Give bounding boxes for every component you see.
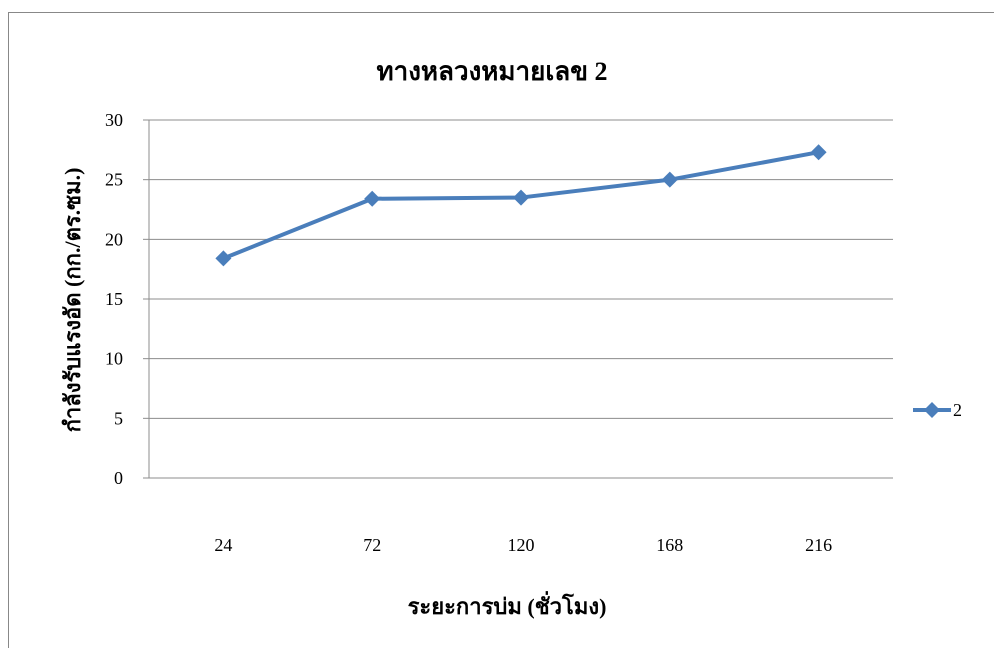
data-point	[215, 250, 232, 267]
y-tick-label: 20	[105, 229, 123, 249]
data-point	[364, 190, 381, 207]
legend-label: 2	[953, 400, 962, 420]
y-tick-label: 5	[114, 408, 123, 428]
data-point	[513, 189, 529, 206]
data-point	[661, 171, 678, 188]
chart-title: ทางหลวงหมายเลข 2	[376, 57, 607, 86]
x-tick-label: 168	[656, 535, 683, 555]
data-point	[810, 144, 827, 161]
x-tick-label: 120	[508, 535, 535, 555]
y-tick-label: 10	[105, 349, 123, 369]
x-tick-label: 24	[214, 535, 232, 555]
series-group	[215, 144, 827, 267]
y-axis-ticks: 0 5 10 15 20 25 30	[105, 110, 123, 488]
y-axis-title: กำลังรับแรงอัด (กก./ตร.ซม.)	[60, 168, 85, 433]
x-axis-ticks: 24 72 120 168 216	[214, 535, 832, 555]
y-tick-label: 30	[105, 110, 123, 130]
x-tick-label: 216	[805, 535, 832, 555]
x-tick-label: 72	[363, 535, 381, 555]
y-tick-label: 25	[105, 170, 123, 190]
y-tick-label: 0	[114, 468, 123, 488]
legend-marker	[924, 402, 940, 418]
legend: 2	[913, 400, 962, 420]
y-tick-label: 15	[105, 289, 123, 309]
gridlines	[143, 119, 893, 479]
chart-frame	[8, 12, 994, 648]
x-axis-title: ระยะการบ่ม (ชั่วโมง)	[408, 590, 607, 619]
